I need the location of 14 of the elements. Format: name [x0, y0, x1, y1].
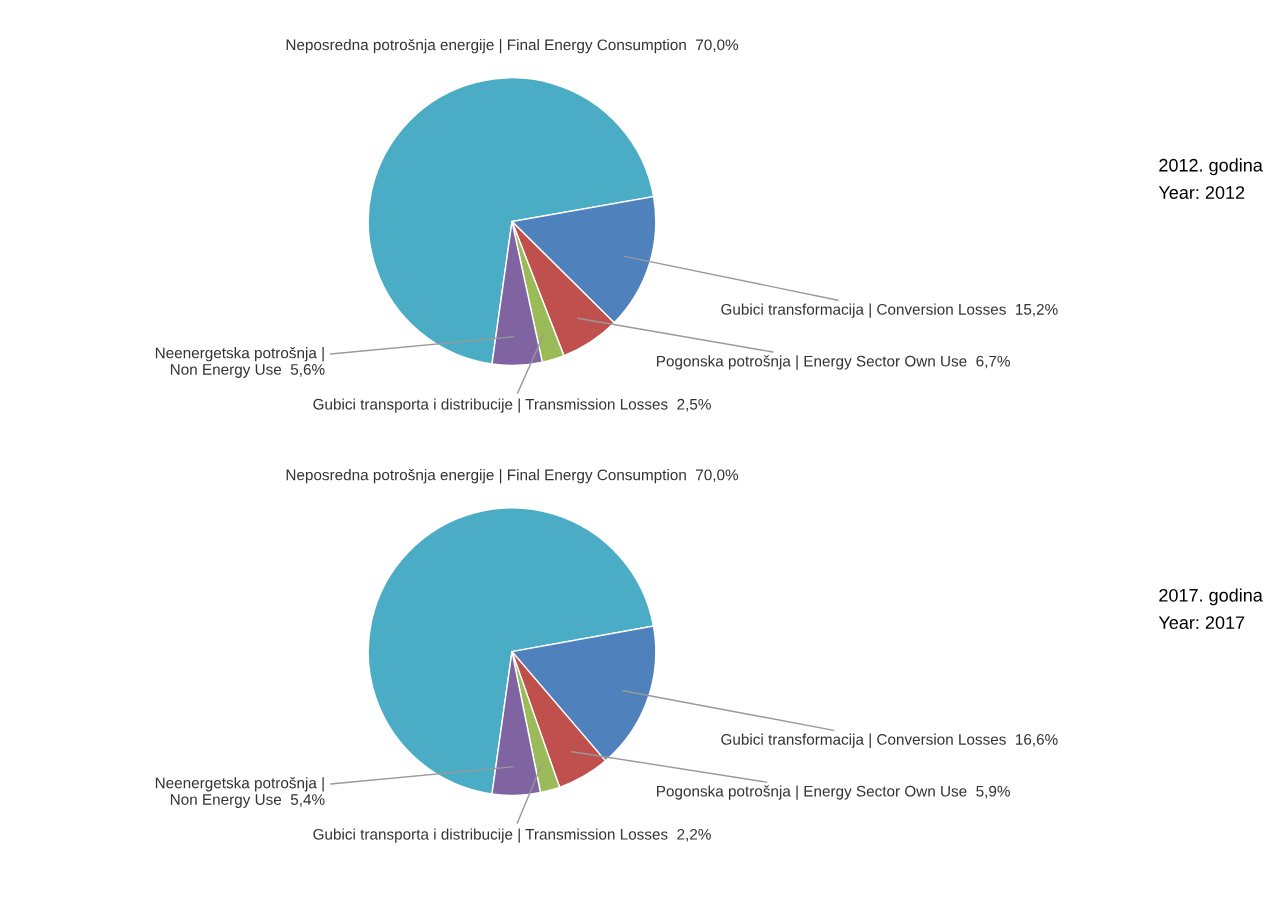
slice-label: Neenergetska potrošnja | Non Energy Use 5,4% [155, 777, 325, 808]
slice-label: Gubici transformacija | Conversion Losses 16,6% [721, 733, 1058, 748]
slice-label: Neenergetska potrošnja | Non Energy Use 5,6% [155, 347, 325, 378]
slice-label: Gubici transporta i distribucije | Transmission Losses 2,2% [313, 828, 711, 843]
slice-label: Neposredna potrošnja energije | Final Energy Consumption 70,0% [286, 38, 739, 54]
pie-slice [367, 77, 655, 365]
slice-label: Neposredna potrošnja energije | Final Energy Consumption 70,0% [286, 469, 739, 484]
slice-label: Pogonska potrošnja | Energy Sector Own Use 6,7% [657, 355, 1010, 370]
slice-label: Pogonska potrošnja | Energy Sector Own Use 5,9% [657, 785, 1010, 800]
text: 2012. godina Year: 2012 [1158, 158, 1263, 199]
pie-slice [367, 507, 655, 795]
slice-label: Gubici transformacija | Conversion Losses 15,2% [721, 303, 1058, 318]
text: 2017. godina Year: 2017 [1158, 588, 1263, 629]
slice-label: Gubici transporta i distribucije | Transmission Losses 2,5% [313, 398, 711, 413]
